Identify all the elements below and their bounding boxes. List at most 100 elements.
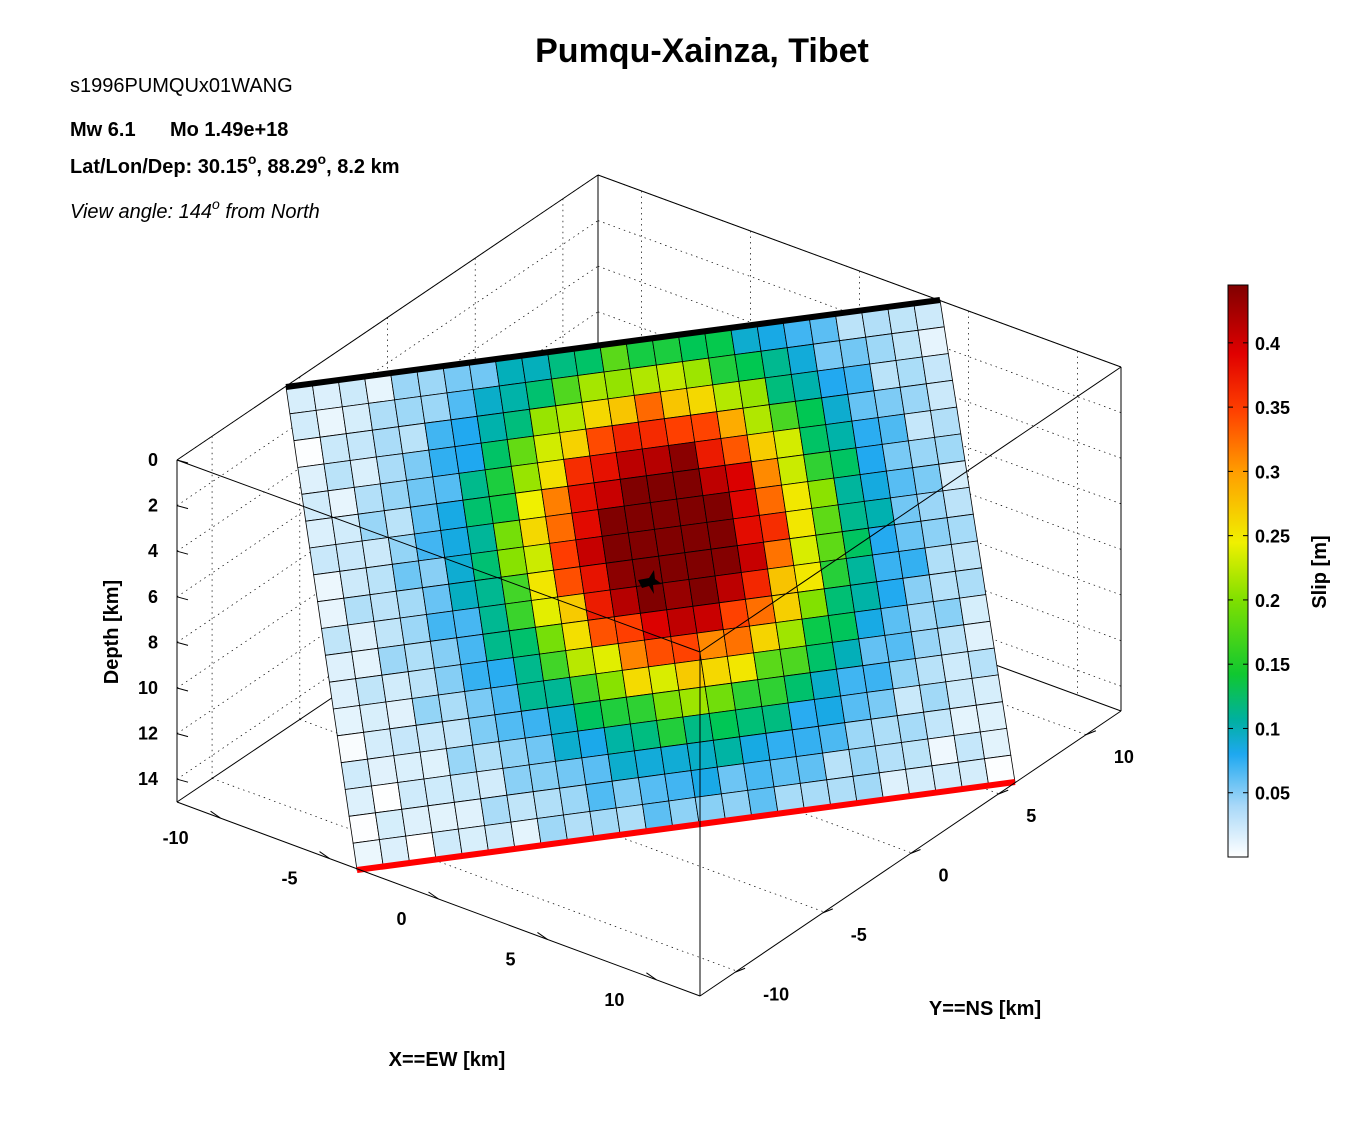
slip-patch: [629, 720, 662, 752]
slip-patch: [406, 476, 438, 508]
slip-patch: [480, 794, 512, 827]
slip-patch: [464, 687, 496, 719]
x-tick-mark: [210, 810, 221, 819]
slip-patch: [518, 516, 551, 548]
fault-top-edge: [285, 297, 941, 390]
colorbar-tick-label: 0.1: [1255, 719, 1280, 739]
depth-tick-mark: [176, 733, 189, 738]
slip-patch: [949, 704, 981, 736]
slip-patch: [848, 745, 880, 777]
slip-patch: [822, 749, 854, 781]
slip-patch: [502, 764, 534, 796]
slip-patch: [375, 453, 408, 485]
slip-patch: [797, 588, 829, 620]
slip-patch: [423, 774, 455, 807]
slip-patch: [373, 617, 405, 649]
box-edge: [699, 366, 1122, 653]
slip-patch: [474, 576, 506, 608]
slip-patch: [351, 647, 383, 680]
slip-patch: [441, 717, 474, 750]
slip-patch: [424, 419, 456, 451]
slip-patch: [656, 716, 688, 748]
slip-patch: [494, 710, 526, 743]
slip-patch: [349, 456, 381, 488]
slip-patch: [866, 688, 898, 720]
slip-patch: [484, 465, 516, 498]
slip-patch: [825, 420, 857, 452]
slip-patch: [502, 408, 534, 441]
slip-patch: [645, 471, 678, 504]
y-tick-label: -10: [763, 984, 789, 1004]
slip-patch: [525, 378, 557, 410]
slip-patch: [811, 504, 843, 536]
slip-patch: [786, 343, 818, 375]
slip-patch: [458, 469, 490, 501]
slip-patch: [607, 394, 639, 427]
slip-patch: [581, 398, 613, 430]
slip-patch: [975, 701, 1008, 733]
slip-patch: [910, 627, 943, 660]
slip-patch: [393, 751, 425, 783]
slip-patch: [867, 524, 900, 556]
slip-patch: [680, 521, 712, 554]
slip-patch: [581, 753, 613, 786]
slip-patch: [324, 651, 357, 683]
slip-patch: [530, 596, 563, 628]
slip-patch: [836, 665, 868, 697]
slip-patch: [383, 506, 415, 538]
y-tick-label: 10: [1114, 747, 1134, 767]
slip-patch: [793, 561, 825, 593]
slip-patch: [429, 637, 462, 669]
slip-patch: [377, 644, 409, 676]
slip-patch: [389, 724, 421, 757]
slip-patch: [508, 626, 540, 659]
slip-patch: [805, 641, 837, 674]
slip-patch: [551, 375, 583, 407]
fault-plane: [285, 299, 1016, 871]
slip-patch: [815, 531, 847, 563]
slip-patch: [374, 808, 407, 841]
slip-patch: [730, 679, 763, 711]
slip-patch: [381, 671, 413, 703]
slip-patch: [563, 455, 595, 487]
slip-patch: [528, 760, 560, 793]
slip-patch: [289, 409, 321, 442]
slip-patch: [583, 589, 615, 621]
slip-patch: [821, 393, 853, 426]
slip-patch: [567, 482, 599, 514]
slip-patch: [934, 433, 966, 465]
slip-patch: [539, 650, 571, 682]
slip-patch: [670, 632, 702, 664]
slip-patch: [763, 538, 795, 570]
slip-patch: [411, 694, 443, 726]
slip-patch: [854, 608, 886, 640]
slip-patch: [339, 567, 371, 599]
colorbar-gradient: [1227, 284, 1249, 858]
slip-patch: [456, 633, 488, 666]
slip-patch: [555, 401, 587, 434]
slip-patch: [865, 333, 897, 365]
slip-patch: [589, 452, 621, 484]
slip-patch: [963, 620, 995, 653]
slip-patch: [692, 602, 724, 634]
slip-patch: [716, 407, 748, 439]
slip-patch: [462, 496, 494, 528]
slip-patch: [841, 527, 873, 559]
slip-patch: [668, 441, 700, 473]
slip-patch: [794, 397, 827, 429]
slip-patch: [476, 767, 508, 800]
slip-patch: [726, 652, 759, 684]
slip-patch: [365, 563, 397, 596]
slip-patch: [611, 421, 643, 453]
slip-patch: [537, 458, 569, 491]
slip-patch: [690, 411, 722, 443]
slip-patch: [309, 544, 341, 576]
slip-patch: [541, 485, 573, 518]
slip-patch: [658, 552, 690, 584]
slip-patch: [666, 605, 698, 638]
depth-tick-mark: [176, 550, 189, 555]
slip-patch: [549, 539, 581, 571]
slip-patch: [906, 601, 938, 633]
slip-patch: [746, 431, 778, 463]
x-tick-mark: [537, 932, 548, 940]
